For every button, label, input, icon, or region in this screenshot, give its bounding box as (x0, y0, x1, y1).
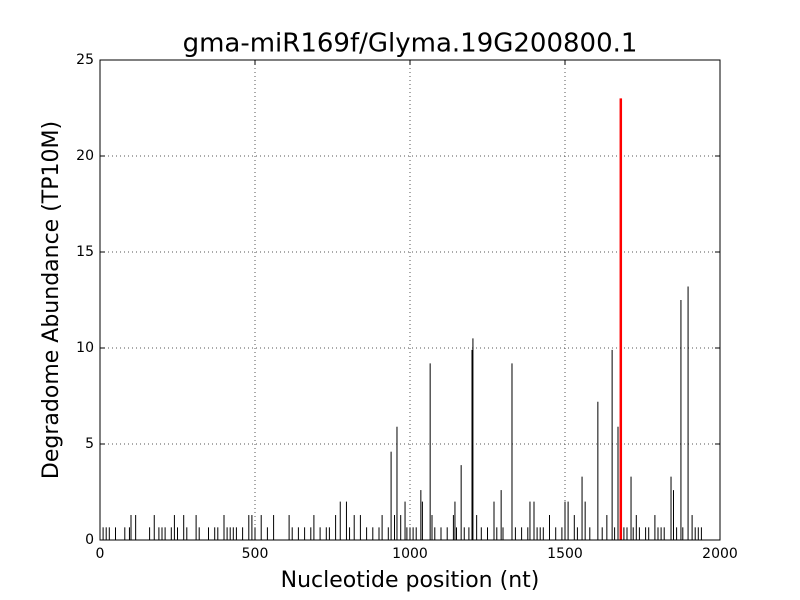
x-tick-label: 500 (242, 546, 269, 562)
y-tick-label: 0 (85, 532, 94, 548)
y-tick-label: 5 (85, 436, 94, 452)
x-axis-label: Nucleotide position (nt) (281, 568, 540, 593)
plot-frame (99, 59, 721, 541)
y-tick-label: 10 (76, 340, 94, 356)
y-tick-label: 20 (76, 148, 94, 164)
y-tick-label: 15 (76, 244, 94, 260)
x-tick-label: 0 (96, 546, 105, 562)
y-tick-label: 25 (76, 52, 94, 68)
y-axis-label: Degradome Abundance (TP10M) (39, 121, 64, 479)
x-tick-label: 2000 (702, 546, 738, 562)
x-tick-label: 1500 (547, 546, 583, 562)
x-tick-label: 1000 (392, 546, 428, 562)
chart-title: gma-miR169f/Glyma.19G200800.1 (183, 29, 638, 59)
